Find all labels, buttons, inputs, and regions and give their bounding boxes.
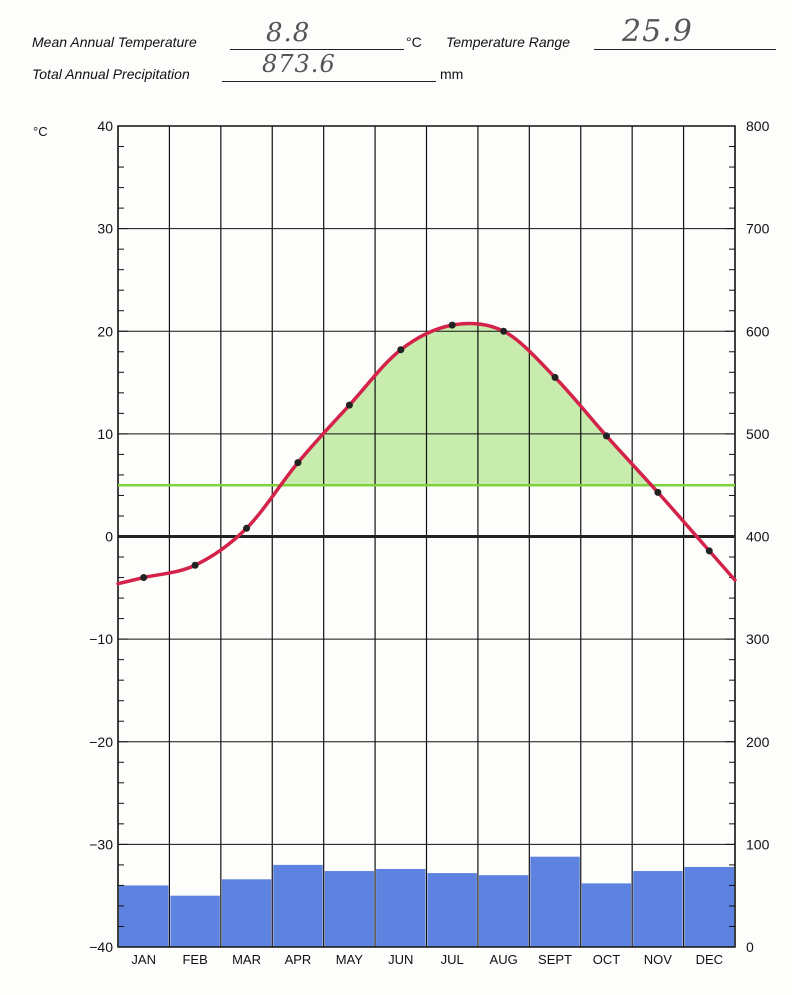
precipitation-blank: [222, 81, 436, 82]
precip-bar-mar: [221, 879, 272, 947]
growing-season-fill: [280, 323, 652, 486]
precip-bar-feb: [170, 895, 220, 947]
temperature-range-value: 25.9: [622, 14, 693, 49]
right-tick-label: 200: [746, 734, 770, 750]
precipitation-label: Total Annual Precipitation: [32, 66, 190, 82]
precip-bar-sept: [530, 856, 580, 947]
precip-bar-may: [324, 871, 375, 947]
left-axis-unit: °C: [33, 124, 48, 139]
right-tick-label: 400: [746, 529, 770, 545]
temperature-point-nov: [654, 488, 662, 496]
precip-bar-aug: [478, 875, 529, 947]
precip-bar-apr: [273, 864, 323, 947]
mean-temperature-value: 8.8: [266, 18, 311, 48]
precipitation-value: 873.6: [262, 50, 336, 78]
month-label-dec: DEC: [696, 952, 723, 967]
left-tick-label: 20: [97, 323, 113, 339]
month-label-sept: SEPT: [538, 952, 572, 967]
month-label-jun: JUN: [388, 952, 413, 967]
temperature-point-aug: [500, 327, 508, 335]
precip-bar-jul: [427, 873, 477, 947]
month-label-jul: JUL: [441, 952, 464, 967]
temperature-point-sept: [551, 373, 559, 381]
left-tick-label: 10: [97, 426, 113, 442]
month-label-mar: MAR: [232, 952, 261, 967]
temperature-point-mar: [243, 524, 251, 532]
temperature-range-blank: [594, 49, 776, 50]
precip-bar-nov: [633, 871, 683, 947]
right-tick-label: 100: [746, 836, 770, 852]
right-tick-label: 700: [746, 221, 770, 237]
left-tick-label: 0: [105, 529, 113, 545]
month-label-nov: NOV: [644, 952, 673, 967]
mean-temperature-label: Mean Annual Temperature: [32, 34, 197, 50]
precipitation-unit: mm: [440, 66, 464, 82]
left-tick-label: 30: [97, 221, 113, 237]
precip-bar-oct: [581, 883, 632, 947]
precip-bar-jun: [376, 869, 426, 947]
right-tick-label: 500: [746, 426, 770, 442]
left-tick-label: 40: [97, 118, 113, 134]
temperature-point-apr: [294, 459, 302, 467]
temperature-point-jun: [397, 346, 405, 354]
right-tick-label: 600: [746, 323, 770, 339]
left-tick-label: −10: [89, 631, 113, 647]
left-tick-label: −20: [89, 734, 113, 750]
precip-bar-jan: [119, 885, 169, 947]
month-label-may: MAY: [336, 952, 364, 967]
temperature-point-oct: [602, 432, 610, 440]
temperature-point-jul: [448, 321, 456, 329]
temperature-line: [116, 321, 737, 586]
right-tick-label: 0: [746, 939, 754, 955]
month-label-feb: FEB: [182, 952, 207, 967]
temperature-point-jan: [140, 574, 148, 582]
right-tick-label: 300: [746, 631, 770, 647]
month-label-jan: JAN: [131, 952, 156, 967]
left-tick-label: −30: [89, 836, 113, 852]
mean-temperature-blank: [230, 49, 404, 50]
temperature-point-may: [345, 401, 353, 409]
precip-bar-dec: [684, 866, 734, 947]
month-label-aug: AUG: [490, 952, 518, 967]
left-tick-label: −40: [89, 939, 113, 955]
month-label-oct: OCT: [593, 952, 621, 967]
temperature-range-label: Temperature Range: [446, 34, 571, 50]
temperature-point-dec: [705, 547, 713, 555]
mean-temperature-unit: °C: [406, 34, 422, 50]
right-tick-label: 800: [746, 118, 770, 134]
month-label-apr: APR: [285, 952, 312, 967]
temperature-point-feb: [191, 561, 199, 569]
